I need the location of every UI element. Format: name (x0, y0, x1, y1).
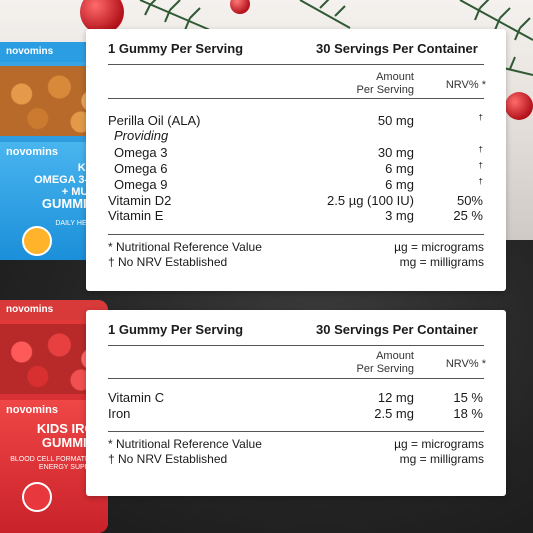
jar-lid (0, 300, 108, 320)
jar-label-brand: novomins (6, 404, 58, 416)
nutrient-amount: 30 mg (377, 145, 414, 160)
nutrient-amount: 6 mg (385, 177, 414, 192)
nutrient-nrv: † (478, 113, 483, 122)
nutrient-nrv: 25 % (453, 208, 483, 223)
amount-header-line: Amount (376, 350, 414, 362)
servings-per-container: 30 Servings Per Container (316, 322, 478, 337)
nutrient-nrv: † (478, 145, 483, 154)
table-row: Iron 2.5 mg 18 % (86, 406, 506, 422)
table-row: Perilla Oil (ALA) 50 mg † (86, 113, 506, 129)
nutrient-name: Vitamin C (108, 390, 165, 405)
red-ornament (80, 0, 124, 34)
table-row: Vitamin E 3 mg 25 % (86, 208, 506, 224)
red-ornament (505, 92, 533, 120)
divider (108, 234, 484, 235)
nutrient-name: Providing (114, 128, 169, 143)
amount-header: Amount Per Serving (346, 350, 414, 376)
table-row: Vitamin C 12 mg 15 % (86, 390, 506, 406)
table-row: Omega 3 30 mg † (86, 145, 506, 161)
amount-header-line: Amount (376, 71, 414, 83)
footnote-no-nrv: † No NRV Established (108, 452, 228, 466)
jar-brand: novomins (6, 304, 54, 315)
nrv-header: NRV% * (445, 79, 486, 91)
divider (108, 345, 484, 346)
jar-lid (0, 42, 108, 62)
mascot-icon (22, 482, 52, 512)
nutrient-name: Vitamin D2 (108, 193, 172, 208)
footnote-milligrams: mg = milligrams (399, 255, 484, 269)
nutrient-nrv: 18 % (453, 406, 483, 421)
divider (108, 378, 484, 379)
nutrient-amount: 3 mg (385, 208, 414, 223)
nutrition-table-iron: 1 Gummy Per Serving 30 Servings Per Cont… (86, 310, 506, 496)
serving-size: 1 Gummy Per Serving (108, 322, 244, 337)
mascot-icon (22, 226, 52, 256)
nutrient-name: Omega 3 (114, 145, 168, 160)
divider (108, 98, 484, 99)
nutrient-name: Iron (108, 406, 131, 421)
footnote-micrograms: µg = micrograms (394, 437, 484, 451)
nutrient-amount: 6 mg (385, 161, 414, 176)
jar-label-subtitle: DAILY HEALTH (55, 220, 104, 227)
nutrient-name: Vitamin E (108, 208, 164, 223)
nutrient-amount: 12 mg (377, 390, 414, 405)
footnote-nrv: * Nutritional Reference Value (108, 437, 262, 451)
nutrient-nrv: † (478, 161, 483, 170)
table-row: Omega 9 6 mg † (86, 177, 506, 193)
footnote-milligrams: mg = milligrams (399, 452, 484, 466)
red-ornament (230, 0, 250, 14)
footnote-micrograms: µg = micrograms (394, 240, 484, 254)
amount-header-line: Per Serving (356, 363, 414, 375)
nutrient-amount: 2.5 mg (374, 406, 414, 421)
footnote-no-nrv: † No NRV Established (108, 255, 228, 269)
divider (108, 431, 484, 432)
nutrient-amount: 50 mg (377, 113, 414, 128)
jar-label-subtitle: BLOOD CELL FORMATION & ENERGY SUPPORT (10, 456, 104, 471)
nutrient-nrv: † (478, 177, 483, 186)
nutrition-table-omega: 1 Gummy Per Serving 30 Servings Per Cont… (86, 29, 506, 291)
jar-label-brand: novomins (6, 146, 58, 158)
table-row: Vitamin D2 2.5 µg (100 IU) 50% (86, 193, 506, 209)
serving-size: 1 Gummy Per Serving (108, 41, 244, 56)
table-row: Providing (86, 128, 506, 144)
table-row: Omega 6 6 mg † (86, 161, 506, 177)
servings-per-container: 30 Servings Per Container (316, 41, 478, 56)
nutrient-nrv: 15 % (453, 390, 483, 405)
divider (108, 64, 484, 65)
nutrient-name: Perilla Oil (ALA) (108, 113, 201, 128)
nrv-header: NRV% * (445, 358, 486, 370)
nutrient-amount: 2.5 µg (100 IU) (327, 193, 414, 208)
nutrient-name: Omega 9 (114, 177, 168, 192)
footnote-nrv: * Nutritional Reference Value (108, 240, 262, 254)
amount-header: Amount Per Serving (346, 71, 414, 97)
nutrient-nrv: 50% (456, 193, 483, 208)
jar-brand: novomins (6, 46, 54, 57)
nutrient-name: Omega 6 (114, 161, 168, 176)
amount-header-line: Per Serving (356, 84, 414, 96)
